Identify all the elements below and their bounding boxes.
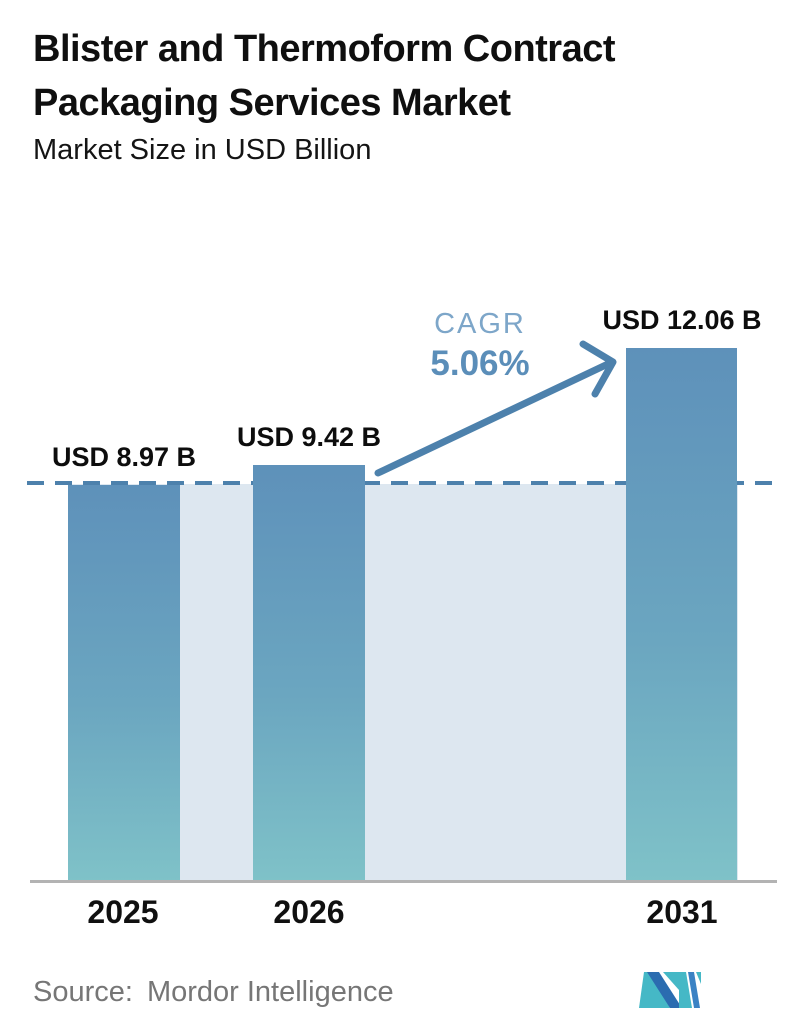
chart-title-line2: Packaging Services Market bbox=[33, 82, 511, 124]
source-attribution: Source: Mordor Intelligence bbox=[33, 976, 394, 1009]
bar-value-label-2026: USD 9.42 B bbox=[236, 422, 382, 452]
source-value: Mordor Intelligence bbox=[146, 976, 394, 1008]
growth-arrow-icon bbox=[374, 340, 617, 477]
x-axis-label-2031: 2031 bbox=[646, 894, 718, 930]
bar-2026 bbox=[253, 465, 365, 882]
x-axis-label-2026: 2026 bbox=[273, 894, 345, 930]
cagr-annotation: CAGR 5.06% bbox=[430, 308, 529, 384]
cagr-value: 5.06% bbox=[430, 344, 530, 383]
mordor-intelligence-logo-icon bbox=[639, 972, 701, 1008]
bar-2031 bbox=[626, 348, 737, 882]
bar-value-label-2031: USD 12.06 B bbox=[602, 305, 762, 335]
chart-subtitle: Market Size in USD Billion bbox=[33, 134, 372, 166]
bar-value-label-2025: USD 8.97 B bbox=[51, 442, 197, 472]
source-label: Source: bbox=[33, 976, 133, 1008]
chart-title: Blister and Thermoform Contract Packagin… bbox=[33, 22, 616, 130]
bar-2025 bbox=[68, 485, 180, 882]
x-axis-line bbox=[30, 880, 777, 883]
x-axis-label-2025: 2025 bbox=[87, 894, 159, 930]
chart-title-line1: Blister and Thermoform Contract bbox=[33, 28, 616, 70]
cagr-label: CAGR bbox=[434, 308, 526, 340]
